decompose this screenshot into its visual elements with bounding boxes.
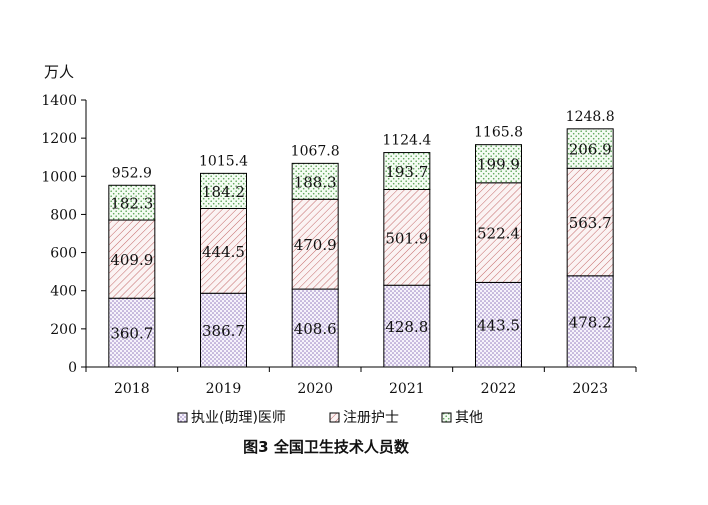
bar-segment	[291, 198, 339, 290]
bar-segment	[475, 144, 522, 184]
y-axis-ticks: 0 200 400 600 800 1000 1200 1400	[41, 93, 86, 376]
x-tick-label: 2018	[114, 381, 150, 397]
bar-value-label: 199.9	[477, 156, 520, 174]
y-tick-label: 800	[50, 207, 77, 223]
bar-value-label: 409.9	[110, 251, 153, 269]
bar-segment	[200, 292, 247, 368]
bar-segment	[291, 162, 339, 200]
x-tick-label: 2021	[389, 381, 425, 397]
bar-value-label: 360.7	[110, 325, 153, 343]
legend: 执业(助理)医师 注册护士 其他	[177, 410, 483, 426]
legend-label: 其他	[455, 410, 483, 426]
legend-swatch	[177, 412, 188, 423]
bar-segment	[291, 288, 339, 368]
legend-swatch	[329, 412, 340, 423]
y-axis-unit-label: 万人	[44, 63, 74, 81]
bar-value-label: 563.7	[569, 214, 612, 232]
chart-caption: 图3 全国卫生技术人员数	[243, 438, 410, 456]
bar-segment	[383, 189, 431, 286]
bar-segment	[383, 152, 431, 191]
y-tick-label: 1400	[41, 93, 77, 109]
x-axis-ticks: 2018 2019 2020 2021 2022 2023	[85, 367, 637, 397]
bar-segment	[108, 219, 156, 299]
x-tick-label: 2020	[297, 381, 333, 397]
axes	[85, 100, 636, 368]
bar-segment	[383, 284, 431, 368]
bar-value-label: 444.5	[202, 243, 245, 261]
legend-swatch	[441, 412, 452, 423]
y-tick-label: 600	[50, 246, 77, 262]
bar-total-label: 952.9	[112, 165, 152, 181]
x-tick-label: 2023	[572, 381, 608, 397]
bar-value-label: 182.3	[110, 195, 153, 213]
bar-segment	[566, 128, 614, 169]
bar-total-label: 1015.4	[199, 153, 248, 169]
bar-value-label: 184.2	[202, 183, 245, 201]
y-tick-label: 400	[50, 284, 77, 300]
bar-segment	[200, 172, 247, 209]
bar-segment	[200, 207, 247, 294]
y-tick-label: 1000	[41, 169, 77, 185]
bar-value-label: 386.7	[202, 322, 245, 340]
bar-value-label: 522.4	[477, 225, 520, 243]
legend-label: 执业(助理)医师	[191, 410, 286, 426]
bar-segment	[475, 281, 522, 368]
bar-value-label: 443.5	[477, 317, 520, 335]
y-tick-label: 0	[68, 360, 77, 376]
bar-total-label: 1248.8	[566, 109, 615, 125]
bar-value-label: 470.9	[294, 236, 337, 254]
bar-total-label: 1124.4	[382, 133, 431, 149]
bar-segment	[566, 167, 614, 277]
bar-value-label: 408.6	[294, 320, 337, 338]
bar-value-label: 188.3	[294, 173, 337, 191]
bar-segment	[566, 275, 614, 368]
y-tick-label: 200	[50, 322, 77, 338]
y-tick-label: 1200	[41, 131, 77, 147]
x-tick-label: 2022	[481, 381, 517, 397]
legend-label: 注册护士	[343, 410, 399, 426]
bar-value-label: 193.7	[385, 163, 428, 181]
bar-value-label: 501.9	[385, 229, 428, 247]
bar-value-label: 206.9	[569, 141, 612, 159]
bar-total-label: 1067.8	[291, 143, 340, 159]
bar-segment	[108, 184, 156, 221]
bar-value-label: 478.2	[569, 313, 612, 331]
bar-total-label: 1165.8	[474, 125, 523, 141]
x-tick-label: 2019	[206, 381, 242, 397]
bars: 360.7 409.9 182.3 952.9 386.7 444.5 184.2 1015.…	[108, 109, 615, 368]
bar-value-label: 428.8	[385, 318, 428, 336]
